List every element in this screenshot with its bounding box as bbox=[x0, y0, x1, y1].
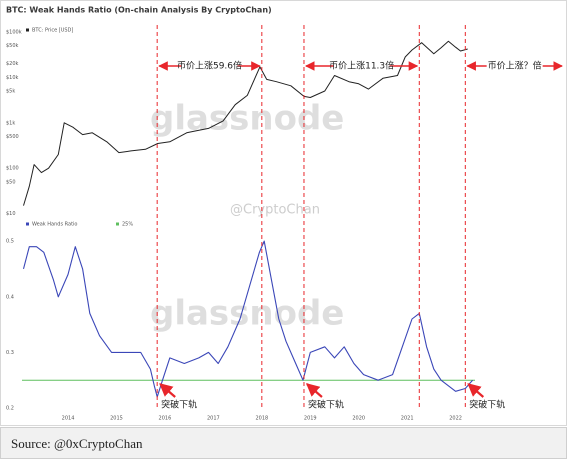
chart: BTC: Weak Hands Ratio (On-chain Analysis… bbox=[0, 0, 567, 426]
y-tick-label: $50 bbox=[6, 179, 16, 185]
caption: Source: @0xCryptoChan bbox=[0, 427, 567, 459]
x-tick-label: 2014 bbox=[62, 416, 75, 422]
legend-swatch bbox=[26, 222, 29, 226]
x-tick-label: 2020 bbox=[352, 416, 365, 422]
y-tick-label: $10k bbox=[6, 75, 19, 81]
rise-label-bg bbox=[333, 59, 390, 73]
y-tick-label: $1k bbox=[6, 120, 15, 126]
y-tick-label: 0.5 bbox=[6, 239, 14, 245]
y-tick-label: $100k bbox=[6, 29, 22, 35]
breakout-label: 突破下轨 bbox=[161, 399, 197, 411]
legend-swatch bbox=[116, 222, 119, 226]
y-tick-label: 0.4 bbox=[6, 294, 14, 300]
x-tick-label: 2022 bbox=[449, 416, 462, 422]
y-tick-label: $500 bbox=[6, 134, 19, 140]
legend-label: BTC: Price [USD] bbox=[32, 28, 73, 34]
x-tick-label: 2019 bbox=[304, 416, 317, 422]
legend-label: 25% bbox=[122, 222, 133, 228]
breakout-label: 突破下轨 bbox=[308, 399, 344, 411]
y-tick-label: 0.3 bbox=[6, 350, 14, 356]
legend-swatch bbox=[26, 28, 29, 32]
series-line bbox=[23, 40, 468, 206]
legend-label: Weak Hands Ratio bbox=[32, 222, 77, 228]
breakout-arrow bbox=[159, 383, 176, 398]
x-tick-label: 2018 bbox=[255, 416, 268, 422]
y-tick-label: $100 bbox=[6, 166, 19, 172]
y-tick-label: $50k bbox=[6, 43, 19, 49]
x-tick-label: 2016 bbox=[159, 416, 172, 422]
breakout-arrow bbox=[305, 383, 323, 398]
y-tick-label: $5k bbox=[6, 89, 15, 95]
x-tick-label: 2017 bbox=[207, 416, 220, 422]
rise-label: 币价上涨59.6倍 bbox=[177, 60, 242, 72]
x-tick-label: 2021 bbox=[401, 416, 414, 422]
rise-label-bg bbox=[181, 59, 238, 73]
breakout-arrow bbox=[467, 383, 485, 398]
chart-title: BTC: Weak Hands Ratio (On-chain Analysis… bbox=[6, 6, 272, 15]
series-line bbox=[22, 240, 474, 398]
rise-label: 币价上涨？倍 bbox=[488, 60, 542, 72]
y-tick-label: 0.2 bbox=[6, 406, 14, 412]
rise-label: 币价上涨11.3倍 bbox=[329, 60, 394, 72]
frame bbox=[0, 0, 567, 426]
x-tick-label: 2015 bbox=[110, 416, 123, 422]
watermark: glassnode bbox=[150, 294, 344, 334]
y-tick-label: $20k bbox=[6, 61, 19, 67]
rise-label-bg bbox=[486, 59, 543, 73]
watermark: glassnode bbox=[150, 99, 344, 139]
watermark: @CryptoChan bbox=[230, 203, 320, 218]
breakout-label: 突破下轨 bbox=[469, 399, 505, 411]
y-tick-label: $10 bbox=[6, 211, 16, 217]
